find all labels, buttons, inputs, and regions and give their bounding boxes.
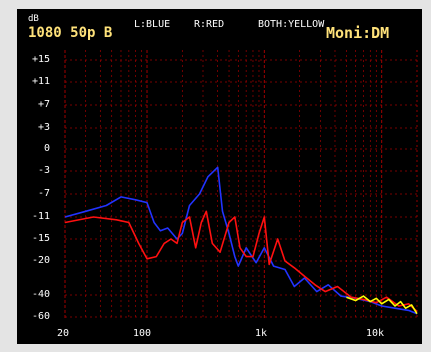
unit-label: dB [28,14,39,24]
y-tick-label: +11 [31,76,50,87]
x-tick-label: 20 [57,328,70,339]
series-line-r [64,210,418,313]
y-tick-label: 0 [43,143,50,154]
y-tick-label: -7 [37,188,50,199]
x-tick-label: 1k [255,328,268,339]
y-tick-label: -15 [31,233,50,244]
y-tick-label: -60 [31,311,50,322]
y-tick-label: +3 [37,122,50,133]
y-tick-label: -11 [31,211,50,222]
legend-right-channel: R:RED [194,19,225,30]
legend-left-channel: L:BLUE [134,19,171,30]
video-format-label: 1080 50p B [28,25,113,41]
y-tick-label: +15 [31,54,50,65]
audio-spectrum-screen: dB 1080 50p B L:BLUE R:RED BOTH:YELLOW M… [17,9,422,344]
series-line-both [346,295,418,315]
series-line-l [64,166,418,315]
x-tick-label: 10k [366,328,385,339]
legend-both-channels: BOTH:YELLOW [258,19,325,30]
x-tick-label: 100 [133,328,152,339]
y-tick-label: -3 [37,165,50,176]
y-tick-label: -40 [31,289,50,300]
spectrum-plot [64,50,418,320]
y-tick-label: -20 [31,255,50,266]
y-tick-label: +7 [37,99,50,110]
monitor-mode-label: Moni:DM [326,24,390,42]
